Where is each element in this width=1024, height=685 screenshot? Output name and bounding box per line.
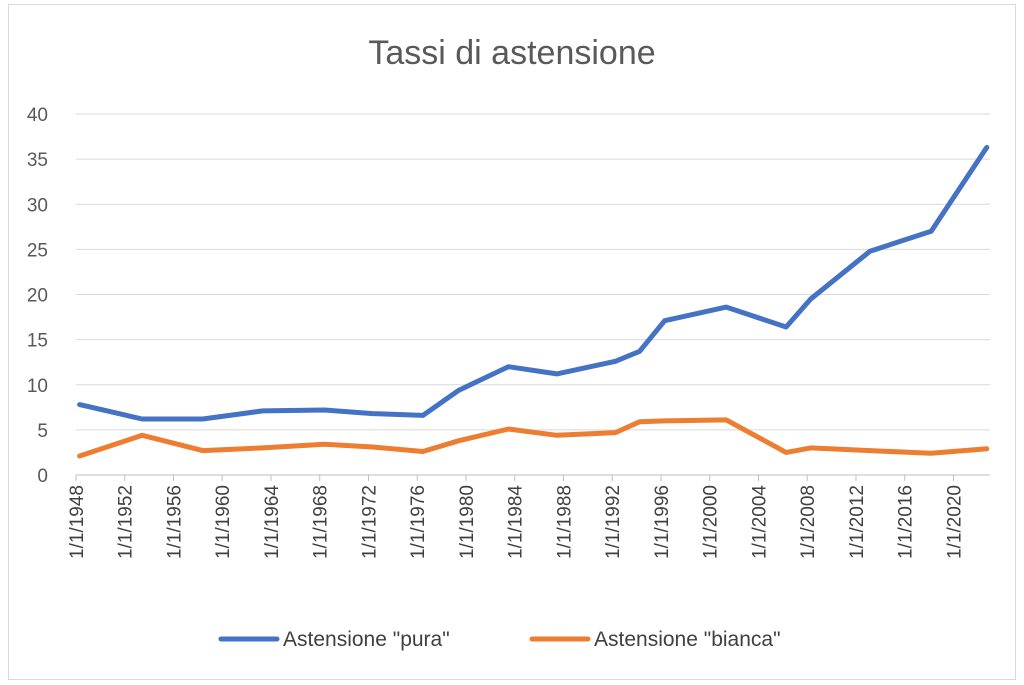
- y-tick-label: 30: [27, 195, 48, 216]
- y-tick-label: 20: [27, 286, 48, 307]
- y-tick-label: 10: [27, 376, 48, 397]
- chart-frame: [8, 4, 1016, 680]
- x-tick-label: 1/1/1976: [408, 485, 429, 559]
- x-tick-label: 1/1/1992: [603, 485, 624, 559]
- x-tick-label: 1/1/1952: [116, 485, 137, 559]
- x-tick-label: 1/1/1948: [67, 485, 88, 559]
- x-tick-label: 1/1/2000: [701, 485, 722, 559]
- legend: Astensione "pura" Astensione "bianca": [218, 628, 781, 651]
- series-lines: [77, 144, 990, 459]
- legend-label-1: Astensione "pura": [283, 628, 450, 651]
- x-tick-label: 1/1/2020: [944, 485, 965, 559]
- x-tick-label: 1/1/1964: [262, 485, 283, 559]
- x-tick-label: 1/1/1988: [554, 485, 575, 559]
- series-line-2: [77, 417, 990, 459]
- x-tick-label: 1/1/1960: [213, 485, 234, 559]
- x-tick-label: 1/1/2016: [896, 485, 917, 559]
- x-tick-label: 1/1/2008: [798, 485, 819, 559]
- x-tick-label: 1/1/2004: [749, 485, 770, 559]
- y-tick-label: 5: [37, 421, 48, 442]
- y-tick-label: 35: [27, 150, 48, 171]
- y-tick-label: 25: [27, 240, 48, 261]
- y-tick-label: 15: [27, 331, 48, 352]
- x-tick-label: 1/1/1972: [359, 485, 380, 559]
- x-tick-label: 1/1/2012: [847, 485, 868, 559]
- series-line-1: [77, 144, 990, 422]
- legend-label-2: Astensione "bianca": [594, 628, 781, 651]
- x-axis: 1/1/1948 1/1/1952 1/1/1956 1/1/1960 1/1/1964…: [67, 474, 990, 559]
- y-axis: 0 5 10 15 20 25 30 35 40: [27, 105, 48, 487]
- x-tick-label: 1/1/1968: [311, 485, 332, 559]
- x-tick-label: 1/1/1984: [506, 485, 527, 559]
- x-tick-label: 1/1/1996: [652, 485, 673, 559]
- x-tick-label: 1/1/1956: [164, 485, 185, 559]
- gridlines: [76, 113, 990, 431]
- y-tick-label: 0: [37, 466, 48, 487]
- y-tick-label: 40: [27, 105, 48, 126]
- chart-title: Tassi di astensione: [368, 34, 655, 72]
- x-tick-label: 1/1/1980: [457, 485, 478, 559]
